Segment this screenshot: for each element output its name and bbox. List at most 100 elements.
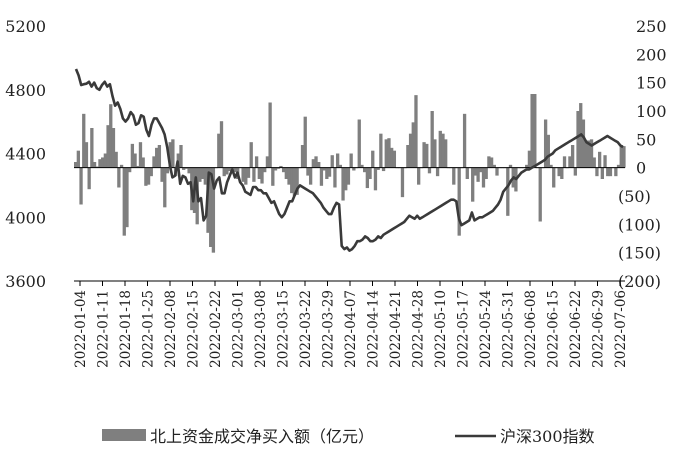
bar bbox=[317, 162, 321, 168]
bar bbox=[406, 145, 410, 168]
bar bbox=[271, 167, 275, 186]
x-axis: 2022-01-04 2022-01-11 2022-01-18 2022-01-25… bbox=[73, 281, 629, 368]
bar bbox=[371, 150, 375, 168]
bar bbox=[606, 167, 610, 177]
bar bbox=[484, 167, 488, 179]
bar bbox=[325, 167, 329, 179]
bar bbox=[200, 167, 205, 179]
bar bbox=[138, 142, 143, 168]
bar bbox=[82, 113, 86, 168]
bar bbox=[543, 119, 548, 168]
legend-label-bar: 北上资金成交净买入额（亿元） bbox=[150, 427, 374, 446]
bar bbox=[525, 164, 529, 168]
bar bbox=[157, 145, 162, 168]
bar bbox=[506, 167, 510, 216]
y-right-tick-label: 150 bbox=[636, 74, 667, 93]
bar bbox=[311, 159, 315, 168]
bar bbox=[327, 167, 332, 177]
bar bbox=[144, 167, 148, 186]
bar bbox=[244, 167, 248, 185]
bar bbox=[171, 139, 175, 168]
x-tick-label: 2022-05-31 bbox=[501, 290, 517, 368]
bar bbox=[149, 167, 153, 177]
bar bbox=[249, 142, 253, 168]
y-left-tick-label: 4000 bbox=[5, 208, 46, 227]
bar bbox=[392, 150, 397, 168]
bar bbox=[592, 157, 596, 168]
bar bbox=[187, 167, 191, 174]
x-tick-label: 2022-03-15 bbox=[276, 290, 292, 368]
bar bbox=[608, 167, 613, 177]
x-tick-label: 2022-01-04 bbox=[73, 290, 89, 368]
bar bbox=[568, 156, 572, 168]
bar bbox=[573, 167, 577, 176]
bar bbox=[79, 167, 83, 205]
bar bbox=[101, 157, 105, 168]
bar bbox=[344, 167, 348, 191]
bar bbox=[379, 133, 383, 168]
bar bbox=[103, 153, 108, 168]
bar bbox=[314, 156, 318, 168]
bar bbox=[125, 167, 129, 228]
bar bbox=[319, 167, 324, 186]
bar bbox=[438, 130, 442, 168]
bar bbox=[363, 167, 367, 173]
bar bbox=[227, 167, 232, 172]
x-tick-label: 2022-06-22 bbox=[568, 290, 584, 368]
x-tick-label: 2022-03-22 bbox=[298, 290, 314, 368]
bar bbox=[557, 167, 561, 177]
bar bbox=[435, 167, 440, 177]
bar bbox=[433, 139, 437, 168]
bar bbox=[225, 167, 229, 175]
bar bbox=[462, 113, 467, 168]
bar bbox=[222, 167, 226, 177]
bar bbox=[114, 151, 118, 168]
bar bbox=[349, 153, 353, 168]
bar bbox=[284, 167, 288, 179]
bar bbox=[141, 157, 145, 168]
bar bbox=[254, 156, 259, 168]
y-right-tick-label: 250 bbox=[636, 17, 667, 36]
x-tick-label: 2022-04-28 bbox=[411, 290, 427, 368]
bar bbox=[346, 167, 351, 185]
y-right-tick-label: (50) bbox=[618, 187, 651, 206]
bar bbox=[92, 162, 97, 168]
bar bbox=[400, 167, 405, 198]
bar bbox=[376, 167, 380, 170]
bar bbox=[373, 167, 378, 191]
bar bbox=[425, 143, 429, 168]
bar bbox=[441, 133, 445, 168]
bar bbox=[619, 145, 623, 168]
bar bbox=[155, 147, 159, 168]
bar bbox=[487, 156, 491, 168]
bar bbox=[476, 167, 480, 182]
bar bbox=[570, 145, 575, 168]
y-axis-right: (200) (150) (100) (50) 0 50 100 150 200 250 bbox=[618, 17, 667, 291]
bar bbox=[530, 94, 534, 168]
x-tick-label: 2022-02-08 bbox=[163, 290, 179, 368]
bar bbox=[300, 145, 305, 168]
bar bbox=[209, 167, 213, 247]
bar bbox=[457, 167, 461, 236]
bar bbox=[122, 167, 126, 236]
bar bbox=[287, 167, 291, 185]
bar bbox=[146, 167, 151, 185]
x-tick-label: 2022-05-17 bbox=[456, 290, 472, 368]
bar bbox=[473, 167, 478, 176]
bar bbox=[603, 155, 607, 168]
bar bbox=[492, 164, 496, 168]
bar bbox=[338, 164, 342, 168]
bar bbox=[128, 167, 132, 173]
y-right-tick-label: 50 bbox=[636, 130, 656, 149]
bar bbox=[600, 167, 604, 179]
bar bbox=[111, 128, 116, 168]
bar bbox=[160, 167, 164, 182]
x-tick-label: 2022-06-29 bbox=[591, 290, 607, 368]
bar bbox=[508, 164, 513, 168]
legend-swatch-bar bbox=[102, 429, 146, 441]
bar bbox=[241, 167, 245, 182]
bar bbox=[452, 167, 456, 185]
bar bbox=[335, 153, 340, 168]
bar bbox=[495, 167, 499, 176]
bar bbox=[589, 139, 594, 168]
